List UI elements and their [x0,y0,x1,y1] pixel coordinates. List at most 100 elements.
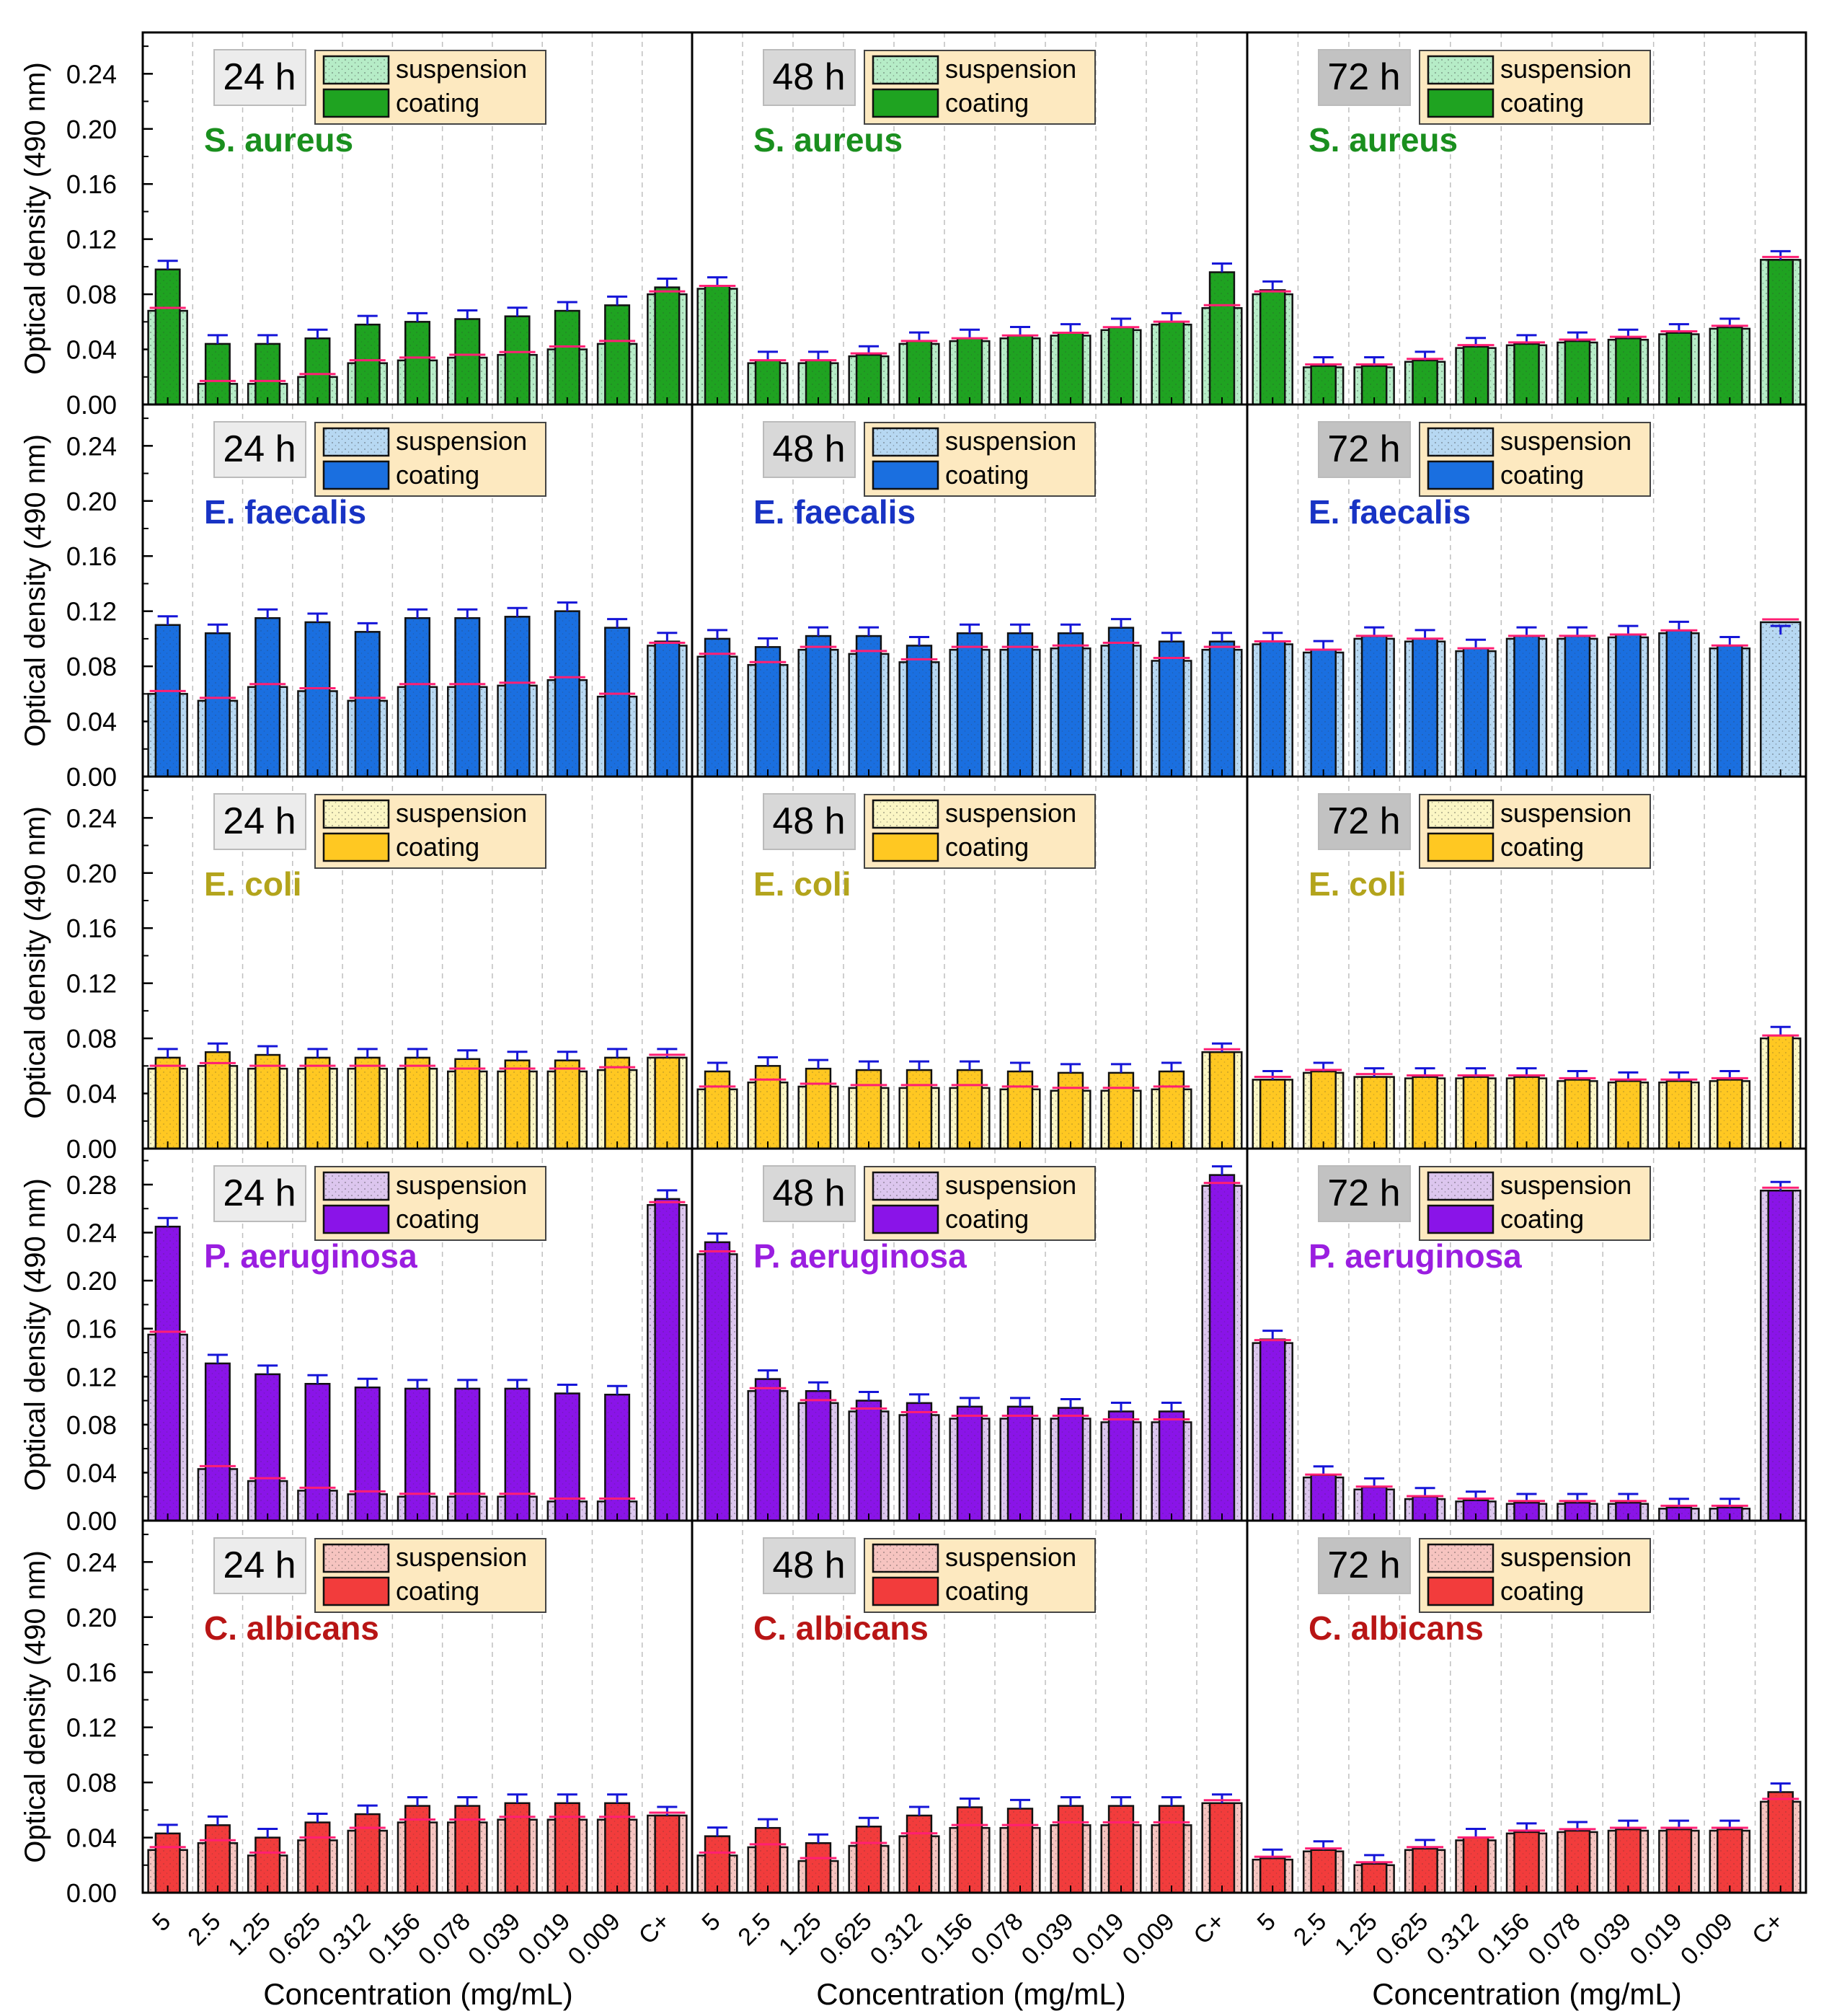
coating-bar-texture [705,638,730,777]
coating-bar-texture [1412,1076,1438,1149]
coating-bar-texture [806,360,831,404]
coating-bar-texture [255,618,280,777]
time-box [763,1165,856,1222]
coating-bar-texture [907,645,931,777]
legend-coating-swatch [872,88,939,118]
y-tick-label: 0.12 [66,1713,117,1743]
legend-coating-label: coating [396,1204,479,1234]
legend-suspension-label: suspension [396,426,527,456]
y-tick-label: 0.04 [66,1079,117,1109]
legend-suspension-texture [1428,428,1493,456]
time-box [213,1537,306,1594]
coating-bar-texture [455,618,480,777]
x-tick-label: 2.5 [732,1908,776,1951]
coating-bar-texture [405,618,430,777]
coating-bar-texture [655,1057,680,1149]
legend-coating-swatch [322,1204,390,1234]
coating-bar-texture [1210,1052,1234,1149]
legend-coating-label: coating [1500,1204,1584,1234]
coating-bar-texture [1210,1175,1234,1521]
coating-bar-texture [1159,1411,1184,1521]
coating-bar-texture [555,1803,580,1893]
legend-coating-swatch [872,1576,939,1606]
coating-bar-texture [1109,1072,1133,1149]
coating-bar-texture [605,1394,629,1521]
coating-bar-texture [856,1070,881,1149]
time-box [1318,1537,1411,1594]
legend-suspension-label: suspension [945,1170,1076,1200]
x-tick-label: 0.019 [1067,1908,1130,1971]
time-label: 48 h [772,800,845,842]
time-box [763,49,856,106]
coating-bar-texture [1058,1407,1083,1521]
legend-suspension-label: suspension [1500,54,1631,84]
x-tick-label: 2.5 [1288,1908,1332,1951]
coating-bar-texture [1768,1035,1793,1149]
legend-suspension-texture [873,56,938,84]
legend-coating-swatch [872,1204,939,1234]
coating-bar-texture [655,287,680,404]
legend-suspension-texture [1428,56,1493,84]
coating-bar-texture [155,1057,180,1149]
organism-label: E. coli [1309,865,1406,903]
y-tick-label: 0.08 [66,1024,117,1053]
y-tick-label: 0.08 [66,652,117,681]
legend-suspension-label: suspension [396,1542,527,1572]
x-tick-label: 5 [147,1908,176,1937]
coating-bar-texture [155,624,180,777]
time-label: 48 h [772,428,845,470]
time-label: 48 h [772,1172,845,1214]
y-axis-title-e-coli: Optical density (490 nm) [19,806,51,1119]
panel-s-aureus-24-h: 24 h suspension coating S. aureus [141,31,694,406]
coating-bar-texture [1210,272,1234,404]
time-label: 48 h [772,1544,845,1586]
coating-bar-texture [1717,1829,1743,1893]
y-tick-label: 0.20 [66,115,117,144]
time-box [1318,421,1411,478]
coating-bar-texture [255,1837,280,1893]
time-box [763,1537,856,1594]
coating-bar-texture [1412,1848,1438,1893]
legend-suspension-label: suspension [396,798,527,828]
legend-suspension-texture [1428,1172,1493,1200]
coating-bar-texture [1159,1071,1184,1149]
coating-bar-texture [355,1057,380,1149]
y-tick-label: 0.24 [66,1219,117,1248]
y-tick-label: 0.00 [66,390,117,420]
y-tick-label: 0.24 [66,431,117,461]
coating-bar-texture [1008,1808,1032,1893]
coating-bar-texture [1717,1079,1743,1149]
coating-bar-texture [1109,1805,1133,1893]
x-tick-label: 0.009 [563,1908,626,1971]
legend-coating-swatch [1427,1576,1495,1606]
time-box [1318,793,1411,850]
coating-bar-texture [155,1833,180,1893]
legend-coating-swatch [1427,1204,1495,1234]
organism-label: E. faecalis [753,493,916,531]
legend-coating-swatch [322,1576,390,1606]
coating-bar-texture [555,1060,580,1149]
legend-coating-label: coating [1500,1576,1584,1606]
y-tick-label: 0.04 [66,707,117,737]
coating-bar-texture [1260,641,1285,777]
organism-label: C. albicans [1309,1609,1484,1647]
coating-bar-texture [1008,1071,1032,1149]
x-tick-label: 0.625 [815,1908,877,1971]
y-tick-label: 0.16 [66,914,117,943]
legend-coating-swatch [1427,88,1495,118]
coating-bar-texture [455,1388,480,1521]
coating-bar-texture [255,1055,280,1149]
suspension-bar-texture [1761,622,1801,777]
legend-coating-label: coating [396,832,479,862]
coating-bar-texture [505,1388,530,1521]
coating-bar-texture [555,1393,580,1521]
legend-coating-swatch [322,88,390,118]
organism-label: P. aeruginosa [753,1237,967,1275]
coating-bar-texture [255,343,280,404]
coating-bar-texture [605,1057,629,1149]
coating-bar-texture [605,305,629,404]
coating-bar-texture [907,1815,931,1893]
coating-bar-texture [655,641,680,777]
y-tick-label: 0.12 [66,597,117,627]
coating-bar-texture [806,1069,831,1149]
